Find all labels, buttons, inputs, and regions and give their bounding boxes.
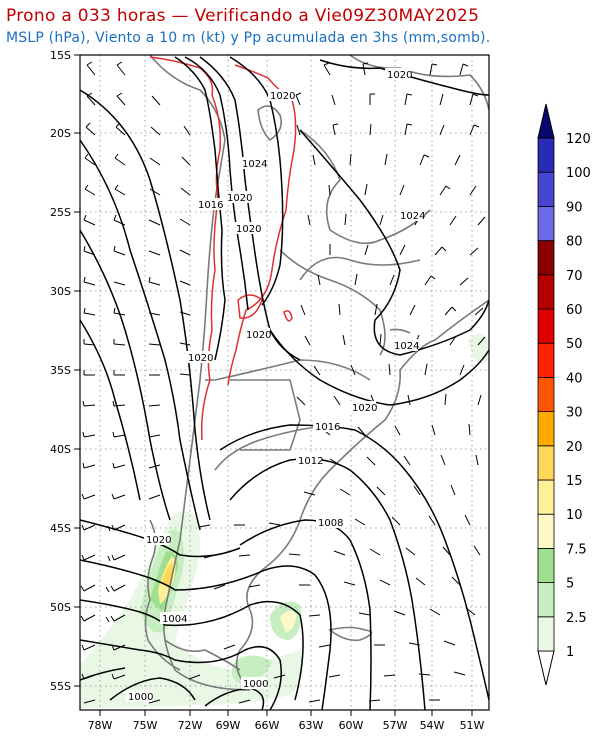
graticule xyxy=(80,55,489,710)
isobar-label: 1000 xyxy=(243,679,268,690)
lon-tick-label: 66W xyxy=(255,719,280,732)
isobar-label: 1020 xyxy=(387,70,412,81)
isobar-label: 1024 xyxy=(242,159,267,170)
isobar-label: 1008 xyxy=(318,518,343,529)
isobar-label: 1020 xyxy=(352,403,377,414)
colorbar-label: 7.5 xyxy=(566,542,587,557)
colorbar-swatch xyxy=(537,445,555,481)
isobar-label: 1016 xyxy=(315,422,340,433)
colorbar-label: 20 xyxy=(566,440,583,455)
longitude-axis xyxy=(99,710,473,716)
colorbar-swatch xyxy=(537,513,555,549)
isobar-label: 1016 xyxy=(198,200,223,211)
colorbar-swatch xyxy=(537,582,555,618)
isobar-label: 1024 xyxy=(394,341,419,352)
lat-tick-label: 20S xyxy=(50,127,71,140)
colorbar-swatch xyxy=(537,171,555,207)
colorbar-label: 2.5 xyxy=(566,611,587,626)
colorbar-label: 15 xyxy=(566,474,583,489)
colorbar-label: 30 xyxy=(566,406,583,421)
precipitation-shading xyxy=(80,333,489,708)
isobar-label: 1012 xyxy=(298,456,323,467)
isobar-label: 1020 xyxy=(146,535,171,546)
map-title: Prono a 033 horas — Verificando a Vie09Z… xyxy=(6,6,480,26)
isobar-label: 1000 xyxy=(128,692,153,703)
colorbar-label: 70 xyxy=(566,269,583,284)
isobar-label: 1020 xyxy=(236,224,261,235)
colorbar-swatch xyxy=(537,342,555,378)
colorbar-swatch xyxy=(537,479,555,515)
isobar-label: 1004 xyxy=(162,614,187,625)
isobars xyxy=(80,56,489,710)
lon-tick-label: 57W xyxy=(383,719,408,732)
colorbar-label: 50 xyxy=(566,337,583,352)
colorbar-label: 90 xyxy=(566,200,583,215)
lon-tick-label: 69W xyxy=(216,719,241,732)
lon-tick-label: 54W xyxy=(420,719,445,732)
latitude-axis xyxy=(74,54,80,687)
lat-tick-label: 35S xyxy=(50,364,71,377)
colorbar-swatch xyxy=(537,411,555,447)
colorbar-swatch xyxy=(537,274,555,310)
lon-tick-label: 51W xyxy=(460,719,485,732)
isobar-label: 1024 xyxy=(400,211,425,222)
precipitation-colorbar: 1 2.5 5 7.5 10 15 20 30 40 50 60 70 80 90 100 120 xyxy=(537,103,591,686)
lat-tick-label: 55S xyxy=(50,680,71,693)
colorbar-label: 80 xyxy=(566,235,583,250)
colorbar-swatch xyxy=(537,205,555,241)
colorbar-label: 40 xyxy=(566,371,583,386)
colorbar-top-arrow xyxy=(537,103,555,139)
colorbar-label: 5 xyxy=(566,577,574,592)
map-subtitle: MSLP (hPa), Viento a 10 m (kt) y Pp acum… xyxy=(6,30,491,46)
colorbar-swatch xyxy=(537,240,555,276)
isobar-label: 1020 xyxy=(227,193,252,204)
isobar-label: 1020 xyxy=(246,330,271,341)
lat-tick-label: 45S xyxy=(50,522,71,535)
latitude-labels: 15S 20S 25S 30S 35S 40S 45S 50S 55S xyxy=(50,49,71,693)
lat-tick-label: 40S xyxy=(50,443,71,456)
colorbar-swatch xyxy=(537,137,555,173)
lon-tick-label: 75W xyxy=(133,719,158,732)
isobar-label: 1020 xyxy=(270,91,295,102)
colorbar-swatch xyxy=(537,548,555,584)
colorbar-swatch xyxy=(537,376,555,412)
map-frame xyxy=(79,54,490,711)
lat-tick-label: 15S xyxy=(50,49,71,62)
lon-tick-label: 63W xyxy=(299,719,324,732)
colorbar-bottom-arrow xyxy=(537,650,555,686)
lon-tick-label: 78W xyxy=(88,719,113,732)
lat-tick-label: 50S xyxy=(50,601,71,614)
lat-tick-label: 30S xyxy=(50,285,71,298)
lat-tick-label: 25S xyxy=(50,206,71,219)
lon-tick-label: 72W xyxy=(178,719,203,732)
longitude-labels: 78W 75W 72W 69W 66W 63W 60W 57W 54W 51W xyxy=(88,719,485,732)
isobar-label: 1020 xyxy=(188,353,213,364)
colorbar-label: 120 xyxy=(566,132,591,147)
colorbar-label: 60 xyxy=(566,303,583,318)
colorbar-label: 100 xyxy=(566,166,591,181)
lon-tick-label: 60W xyxy=(339,719,364,732)
colorbar-label: 10 xyxy=(566,508,583,523)
isobar-labels: 1020 1020 1024 1016 1020 1020 1024 1020 … xyxy=(126,68,425,703)
coastlines-borders xyxy=(144,55,489,691)
colorbar-swatch xyxy=(537,616,555,652)
colorbar-label: 1 xyxy=(566,645,574,660)
colorbar-swatch xyxy=(537,308,555,344)
